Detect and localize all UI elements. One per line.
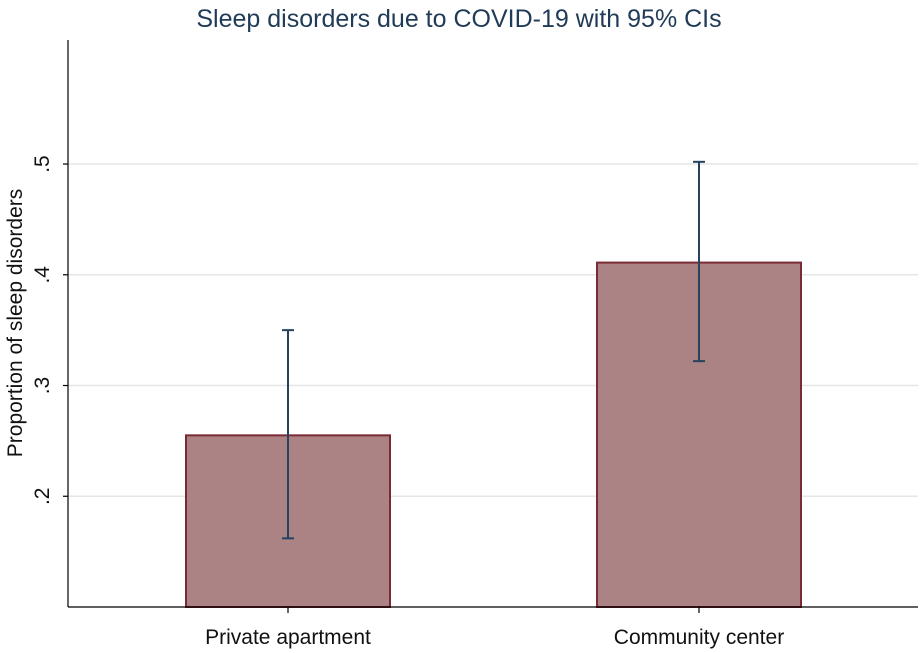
x-tick-label: Private apartment — [205, 626, 371, 649]
y-tick-label: .2 — [31, 488, 54, 506]
y-tick-label: .4 — [31, 266, 54, 284]
x-ticks: Private apartment Community center — [205, 607, 784, 649]
confidence-intervals — [282, 160, 705, 540]
x-tick-label: Community center — [614, 626, 784, 649]
y-tick-label: .3 — [31, 377, 54, 395]
y-tick-label: .5 — [31, 155, 54, 173]
chart-title: Sleep disorders due to COVID-19 with 95%… — [196, 5, 721, 33]
y-ticks: .2 .3 .4 .5 — [31, 155, 68, 505]
axes — [67, 40, 918, 608]
y-axis-label: Proportion of sleep disorders — [4, 189, 27, 457]
bars — [185, 261, 802, 608]
